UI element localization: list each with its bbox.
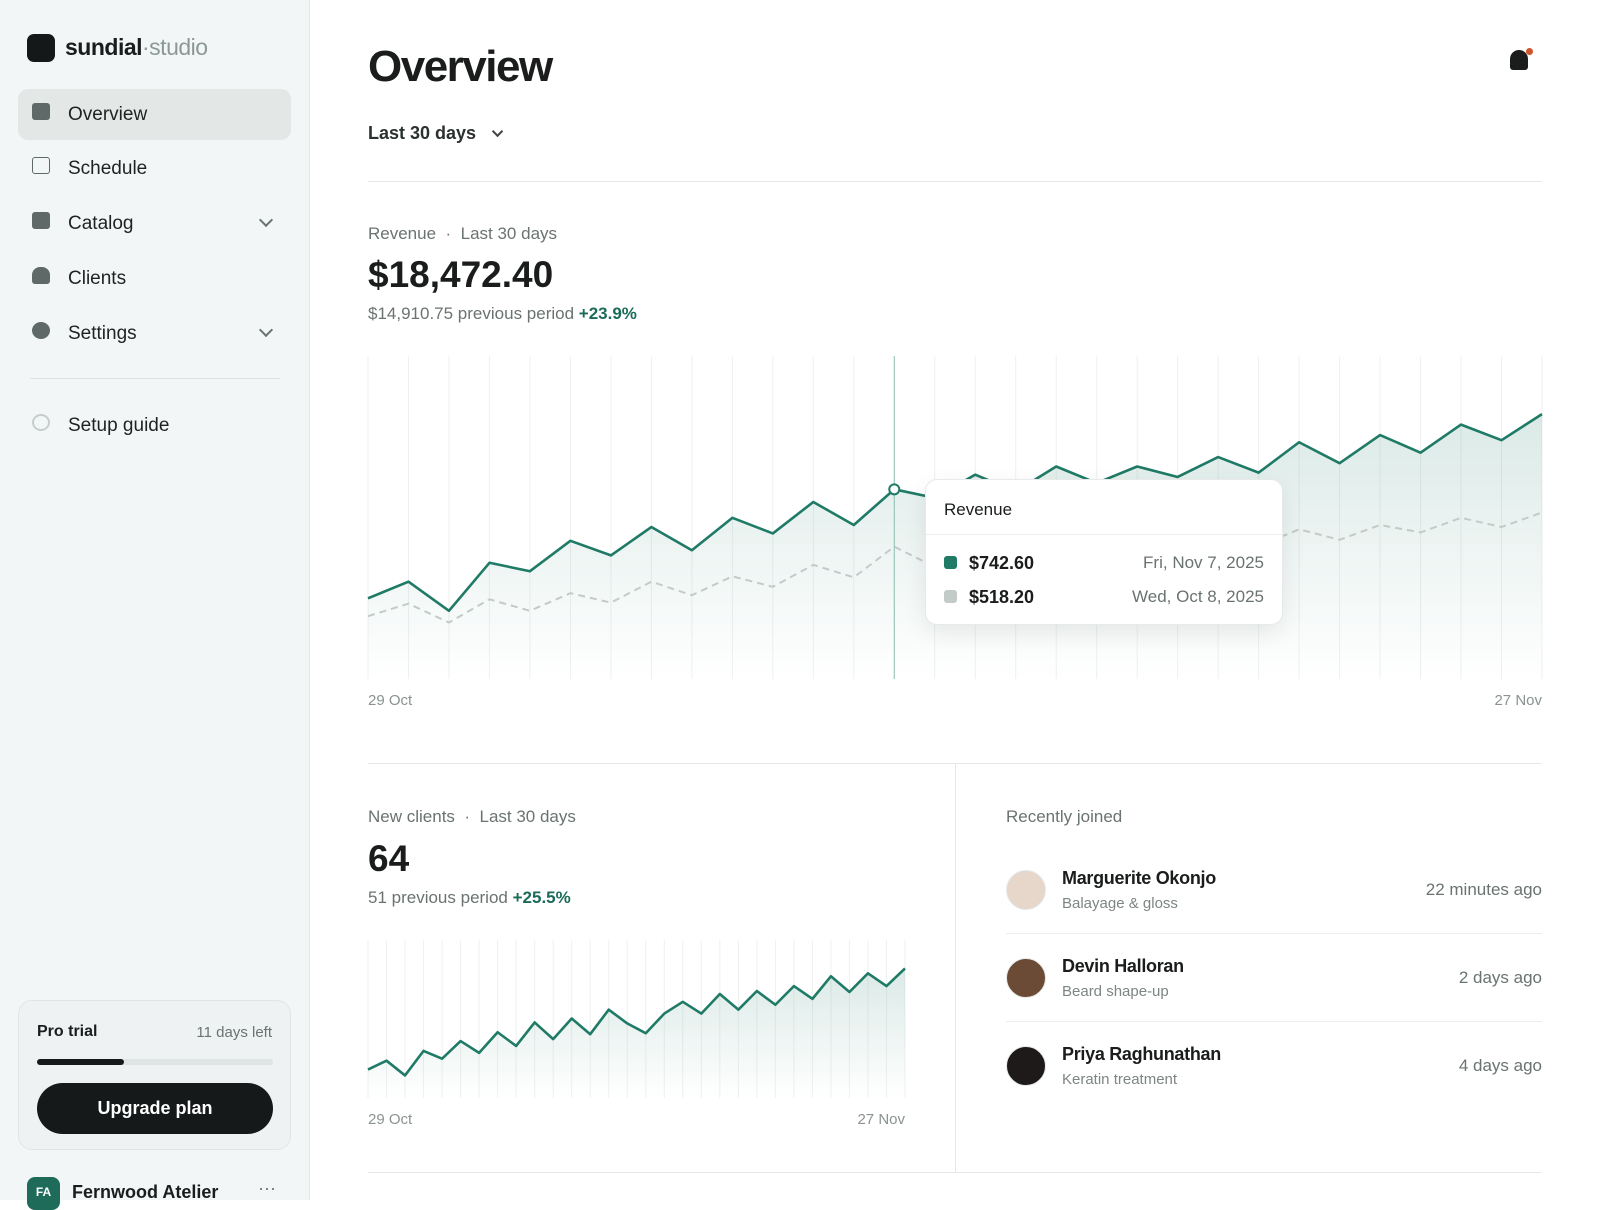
trial-label: Pro trial xyxy=(37,1023,98,1040)
metric-compare: 51 previous period +25.5% xyxy=(368,888,571,908)
metric-label: New clients xyxy=(368,807,455,826)
change: +25.5% xyxy=(512,888,571,907)
tooltip: Revenue $742.60 Fri, Nov 7, 2025 $518.20 We… xyxy=(925,479,1283,625)
trial-progress xyxy=(37,1059,273,1065)
tooltip-value: $742.60 xyxy=(969,553,1035,573)
previous-period: 51 previous period xyxy=(368,888,508,907)
metric-total: $18,472.40 xyxy=(368,254,554,295)
period-select[interactable]: Last 30 days xyxy=(368,123,504,144)
client-name: Devin Halloran xyxy=(1062,956,1184,976)
revenue-heading: Revenue · Last 30 days xyxy=(368,224,558,243)
client-name: Priya Raghunathan xyxy=(1062,1044,1221,1064)
nav-item[interactable]: Overview xyxy=(18,89,291,140)
recent-title: Recently joined xyxy=(1006,807,1123,826)
upgrade-button[interactable]: Upgrade plan xyxy=(37,1083,273,1134)
client-service: Balayage & gloss xyxy=(1062,895,1178,912)
avatar xyxy=(1006,870,1046,910)
x-tick-label: 29 Oct xyxy=(368,1111,413,1128)
period-label: Last 30 days xyxy=(368,123,477,143)
trial-days: 11 days left xyxy=(196,1024,272,1041)
line xyxy=(367,967,906,1077)
client-service: Keratin treatment xyxy=(1062,1071,1178,1088)
nav-label: Settings xyxy=(68,323,137,344)
hover-point xyxy=(888,483,901,496)
avatar xyxy=(1006,958,1046,998)
nav-label: Setup guide xyxy=(68,415,170,436)
x-tick-label: 27 Nov xyxy=(1494,692,1542,709)
joined-time: 4 days ago xyxy=(1458,1056,1542,1075)
joined-time: 2 days ago xyxy=(1458,968,1542,987)
nav-label: Overview xyxy=(68,104,148,125)
brand-suffix: ·studio xyxy=(142,34,208,60)
nav-label: Schedule xyxy=(68,158,148,179)
notification-dot xyxy=(1526,48,1533,55)
logo: sundial·studio xyxy=(65,34,208,61)
metric-total: 64 xyxy=(368,838,410,879)
nav-label: Catalog xyxy=(68,213,134,234)
brand-name: sundial xyxy=(65,34,143,60)
tooltip-value: $518.20 xyxy=(969,587,1035,607)
change: +23.9% xyxy=(578,304,637,323)
account-avatar: FA xyxy=(27,1177,60,1210)
metric-period: Last 30 days xyxy=(479,807,576,826)
divider xyxy=(955,764,956,1172)
divider xyxy=(368,763,1542,764)
nav-item[interactable]: Settings xyxy=(18,308,291,359)
area xyxy=(368,968,905,1098)
divider xyxy=(368,1172,1542,1173)
metric-compare: $14,910.75 previous period +23.9% xyxy=(368,304,637,324)
clients-heading: New clients · Last 30 days xyxy=(368,807,576,826)
divider xyxy=(368,181,1542,182)
page-title: Overview xyxy=(368,42,553,91)
tooltip-title: Revenue xyxy=(944,500,1013,519)
legend-swatch xyxy=(944,590,957,603)
x-tick-label: 27 Nov xyxy=(857,1111,905,1128)
logo-mark xyxy=(27,34,55,62)
joined-time: 22 minutes ago xyxy=(1425,880,1542,899)
nav-item[interactable]: Catalog xyxy=(18,198,291,249)
legend-swatch xyxy=(944,556,957,569)
divider xyxy=(1006,1021,1542,1022)
client-name: Marguerite Okonjo xyxy=(1062,868,1216,888)
previous-period: $14,910.75 previous period xyxy=(368,304,575,323)
divider xyxy=(30,378,280,379)
tooltip-date: Wed, Oct 8, 2025 xyxy=(1132,587,1264,606)
divider xyxy=(1006,933,1542,934)
notifications[interactable] xyxy=(1510,50,1528,70)
x-tick-label: 29 Oct xyxy=(368,692,413,709)
trial-card: Pro trial 11 days left Upgrade plan xyxy=(18,1000,291,1150)
sidebar: sundial·studio Overview Schedule Catalog… xyxy=(0,0,310,1210)
client-service: Beard shape-up xyxy=(1062,983,1169,1000)
tooltip-date: Fri, Nov 7, 2025 xyxy=(1143,553,1264,572)
avatar xyxy=(1006,1046,1046,1086)
account-menu[interactable]: ··· xyxy=(258,1178,276,1198)
account-name[interactable]: Fernwood Atelier xyxy=(72,1182,219,1202)
metric-period: Last 30 days xyxy=(460,224,558,243)
metric-label: Revenue xyxy=(368,224,437,243)
nav-item[interactable]: Clients xyxy=(18,253,291,304)
nav-item[interactable]: Setup guide xyxy=(18,400,291,451)
nav-label: Clients xyxy=(68,268,127,289)
nav-item[interactable]: Schedule xyxy=(18,143,291,194)
